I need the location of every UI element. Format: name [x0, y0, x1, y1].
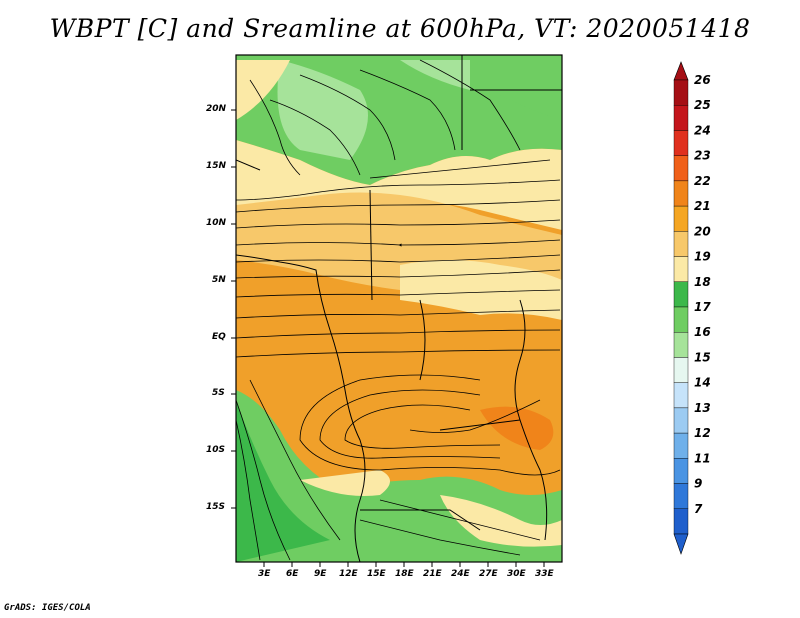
lon-ticks — [263, 562, 545, 567]
lat-label-5s: 5S — [212, 388, 225, 398]
colorbar-swatch — [673, 508, 689, 535]
colorbar-label: 16 — [694, 325, 711, 339]
colorbar-swatch — [673, 382, 689, 409]
colorbar-label: 22 — [694, 174, 711, 188]
wbpt-field — [236, 55, 562, 562]
colorbar-label: 11 — [694, 451, 711, 465]
colorbar-label: 25 — [694, 98, 711, 112]
colorbar-label: 12 — [694, 426, 711, 440]
lat-label-10s: 10S — [206, 445, 226, 455]
colorbar-label: 7 — [694, 502, 703, 516]
lat-label-5n: 5N — [212, 275, 226, 285]
colorbar-label: 18 — [694, 275, 711, 289]
colorbar-swatch — [673, 458, 689, 484]
lon-label-9e: 9E — [314, 569, 327, 579]
colorbar-swatch — [673, 256, 689, 282]
lat-label-20n: 20N — [206, 104, 227, 114]
colorbar-swatch — [673, 180, 689, 207]
colorbar-label: 26 — [694, 73, 711, 87]
colorbar-swatch — [673, 130, 689, 156]
lon-label-15e: 15E — [367, 569, 386, 579]
grads-credit: GrADS: IGES/COLA — [4, 603, 91, 613]
lat-label-10n: 10N — [206, 218, 227, 228]
colorbar-label: 20 — [694, 224, 711, 238]
lon-label-18e: 18E — [395, 569, 414, 579]
colorbar-swatch — [673, 306, 689, 333]
colorbar-swatch — [673, 407, 689, 434]
colorbar-swatch — [673, 231, 689, 257]
lon-label-6e: 6E — [286, 569, 299, 579]
lon-label-33e: 33E — [535, 569, 554, 579]
colorbar-swatch — [673, 483, 689, 509]
colorbar-swatch — [673, 357, 689, 383]
lat-label-eq: EQ — [212, 332, 226, 342]
colorbar-swatch — [673, 205, 689, 232]
colorbar-swatch — [673, 432, 689, 459]
map-title: WBPT [C] and Sreamline at 600hPa, VT: 20… — [49, 14, 751, 43]
lon-label-24e: 24E — [451, 569, 470, 579]
streamlines — [236, 59, 561, 561]
colorbar-swatch — [673, 332, 689, 358]
lat-label-15s: 15S — [206, 502, 226, 512]
colorbar-swatch — [673, 155, 689, 182]
colorbar-label: 15 — [694, 350, 711, 364]
colorbar-label: 9 — [694, 477, 702, 491]
colorbar-label: 21 — [694, 199, 711, 213]
colorbar-label: 19 — [694, 250, 711, 264]
map-frame — [235, 54, 563, 563]
colorbar-label: 24 — [694, 123, 711, 137]
lat-label-15n: 15N — [206, 161, 227, 171]
lon-label-27e: 27E — [479, 569, 498, 579]
colorbar: 26 25 24 23 22 21 20 19 18 17 16 15 14 13 12 11 9 7 — [673, 61, 711, 555]
lon-label-12e: 12E — [339, 569, 358, 579]
colorbar-label: 14 — [694, 376, 711, 390]
colorbar-top-arrow — [673, 61, 689, 81]
lon-label-30e: 30E — [507, 569, 526, 579]
colorbar-swatch — [673, 79, 689, 106]
colorbar-bottom-arrow — [673, 533, 689, 555]
colorbar-label: 17 — [694, 300, 711, 314]
lat-ticks — [231, 109, 236, 509]
colorbar-swatch — [673, 281, 689, 308]
lon-label-21e: 21E — [423, 569, 442, 579]
lon-label-3e: 3E — [258, 569, 271, 579]
colorbar-swatch — [673, 105, 689, 131]
colorbar-label: 23 — [694, 149, 711, 163]
colorbar-label: 13 — [694, 401, 711, 415]
coastlines — [236, 55, 562, 562]
